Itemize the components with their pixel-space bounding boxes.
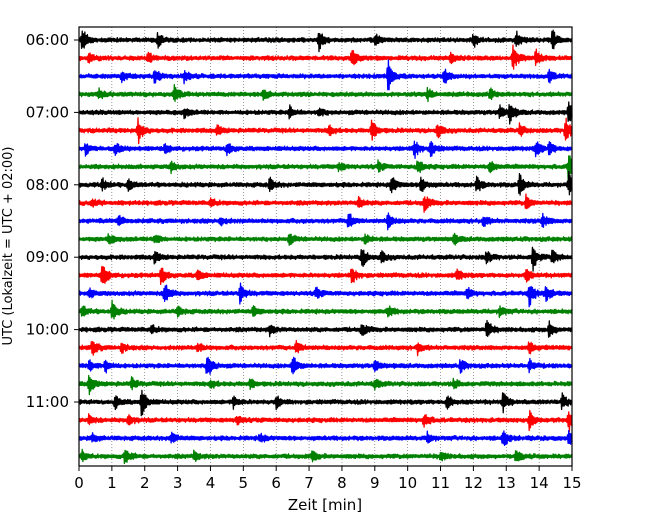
y-tick-label: 09:00 bbox=[26, 248, 69, 266]
trace-line-0930 bbox=[78, 282, 573, 308]
trace-line-1115 bbox=[78, 409, 573, 433]
x-tick-label: 4 bbox=[206, 474, 216, 492]
x-tick-label: 15 bbox=[562, 474, 581, 492]
trace-line-1030 bbox=[78, 356, 573, 375]
trace-line-0645 bbox=[78, 83, 573, 103]
trace-line-0900 bbox=[78, 246, 573, 272]
y-axis-ticks: 06:00 07:00 08:00 09:00 10:00 11:00 bbox=[26, 31, 79, 411]
y-tick-label: 07:00 bbox=[26, 103, 69, 121]
x-axis-label: Zeit [min] bbox=[288, 496, 362, 514]
grid-lines bbox=[111, 27, 540, 466]
y-tick-label: 10:00 bbox=[26, 321, 69, 339]
trace-line-1130 bbox=[78, 429, 573, 447]
y-tick-label: 06:00 bbox=[26, 31, 69, 49]
trace-line-0700 bbox=[78, 101, 573, 125]
x-tick-label: 12 bbox=[464, 474, 483, 492]
x-tick-label: 9 bbox=[370, 474, 380, 492]
trace-line-1100 bbox=[78, 389, 573, 417]
x-tick-label: 14 bbox=[530, 474, 549, 492]
trace-area bbox=[78, 29, 573, 465]
y-tick-label: 08:00 bbox=[26, 176, 69, 194]
trace-line-0830 bbox=[78, 212, 573, 231]
trace-line-0600 bbox=[78, 29, 573, 53]
x-tick-label: 3 bbox=[173, 474, 183, 492]
x-tick-label: 7 bbox=[304, 474, 314, 492]
y-axis-label: UTC (Lokalzeit = UTC + 02:00) bbox=[1, 147, 16, 346]
x-tick-label: 10 bbox=[398, 474, 417, 492]
trace-line-0615 bbox=[78, 44, 573, 70]
trace-line-0945 bbox=[78, 299, 573, 320]
trace-line-0715 bbox=[78, 117, 573, 145]
trace-line-0745 bbox=[78, 155, 573, 185]
x-tick-label: 5 bbox=[239, 474, 249, 492]
trace-line-0915 bbox=[78, 265, 573, 286]
trace-line-0815 bbox=[78, 193, 573, 213]
x-tick-label: 2 bbox=[140, 474, 150, 492]
trace-line-1000 bbox=[78, 319, 573, 338]
x-axis-ticks: 0 1 2 3 4 5 6 7 8 9 10 11 12 13 14 15 bbox=[74, 466, 582, 492]
trace-line-0730 bbox=[78, 140, 573, 159]
y-tick-label: 11:00 bbox=[26, 393, 69, 411]
x-tick-label: 13 bbox=[497, 474, 516, 492]
x-tick-label: 6 bbox=[271, 474, 281, 492]
trace-line-0800 bbox=[78, 170, 573, 196]
trace-line-0630 bbox=[78, 59, 573, 91]
x-tick-label: 1 bbox=[107, 474, 117, 492]
trace-line-1045 bbox=[78, 374, 573, 396]
trace-line-1015 bbox=[78, 339, 573, 357]
x-tick-label: 8 bbox=[337, 474, 347, 492]
trace-line-1145 bbox=[78, 448, 573, 465]
x-tick-label: 0 bbox=[74, 474, 84, 492]
trace-line-0845 bbox=[78, 232, 573, 246]
x-tick-label: 11 bbox=[431, 474, 450, 492]
plot-frame bbox=[78, 26, 573, 467]
